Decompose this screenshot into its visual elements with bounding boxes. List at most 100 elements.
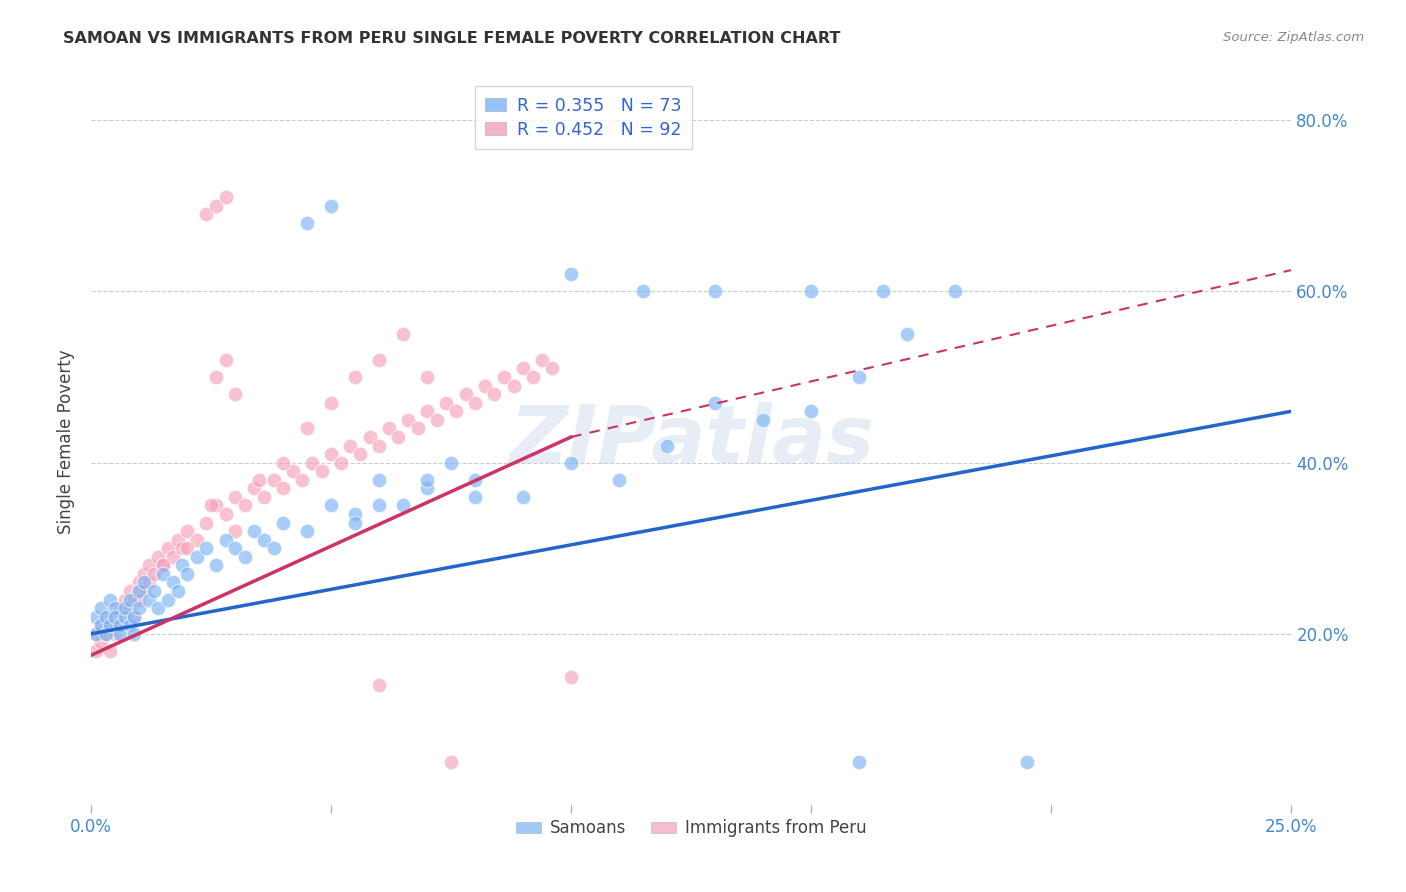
Point: [114, 609, 136, 624]
Point: [128, 584, 150, 599]
Point: [94, 627, 117, 641]
Point: [98, 592, 121, 607]
Point: [416, 481, 439, 495]
Point: [128, 584, 150, 599]
Point: [90, 618, 112, 632]
Point: [233, 499, 256, 513]
Point: [138, 558, 160, 573]
Point: [114, 592, 136, 607]
Point: [560, 670, 582, 684]
Point: [263, 473, 285, 487]
Point: [195, 516, 218, 530]
Point: [704, 395, 727, 409]
Point: [344, 516, 367, 530]
Point: [108, 618, 131, 632]
Point: [214, 190, 236, 204]
Point: [124, 592, 146, 607]
Point: [271, 456, 294, 470]
Point: [464, 473, 486, 487]
Point: [633, 285, 655, 299]
Point: [368, 438, 391, 452]
Point: [98, 618, 121, 632]
Point: [474, 378, 496, 392]
Point: [392, 499, 415, 513]
Point: [176, 566, 198, 581]
Point: [118, 584, 141, 599]
Point: [124, 627, 146, 641]
Point: [98, 618, 121, 632]
Point: [464, 490, 486, 504]
Point: [416, 370, 439, 384]
Point: [368, 678, 391, 692]
Point: [444, 404, 467, 418]
Point: [224, 490, 246, 504]
Point: [560, 268, 582, 282]
Point: [84, 609, 107, 624]
Point: [378, 421, 401, 435]
Point: [124, 609, 146, 624]
Point: [512, 361, 534, 376]
Point: [138, 592, 160, 607]
Y-axis label: Single Female Poverty: Single Female Poverty: [58, 349, 75, 533]
Point: [522, 370, 544, 384]
Point: [295, 421, 318, 435]
Point: [263, 541, 285, 556]
Point: [368, 352, 391, 367]
Text: Source: ZipAtlas.com: Source: ZipAtlas.com: [1223, 31, 1364, 45]
Point: [440, 755, 463, 769]
Point: [752, 413, 775, 427]
Point: [416, 473, 439, 487]
Point: [253, 533, 276, 547]
Point: [90, 601, 112, 615]
Point: [128, 575, 150, 590]
Point: [186, 533, 208, 547]
Point: [943, 285, 966, 299]
Point: [124, 609, 146, 624]
Point: [243, 481, 266, 495]
Point: [152, 566, 174, 581]
Point: [132, 566, 155, 581]
Point: [253, 490, 276, 504]
Point: [560, 456, 582, 470]
Point: [243, 524, 266, 538]
Point: [172, 541, 194, 556]
Point: [368, 473, 391, 487]
Point: [321, 447, 343, 461]
Point: [321, 395, 343, 409]
Point: [464, 395, 486, 409]
Point: [848, 755, 870, 769]
Point: [387, 430, 409, 444]
Point: [166, 533, 188, 547]
Point: [247, 473, 270, 487]
Point: [295, 216, 318, 230]
Point: [84, 644, 107, 658]
Point: [454, 387, 477, 401]
Text: ZIPatlas: ZIPatlas: [509, 402, 873, 480]
Point: [98, 644, 121, 658]
Point: [94, 609, 117, 624]
Point: [90, 635, 112, 649]
Point: [344, 370, 367, 384]
Point: [368, 499, 391, 513]
Point: [176, 524, 198, 538]
Point: [339, 438, 361, 452]
Point: [541, 361, 564, 376]
Point: [114, 601, 136, 615]
Point: [436, 395, 458, 409]
Point: [321, 199, 343, 213]
Point: [233, 549, 256, 564]
Point: [531, 352, 554, 367]
Point: [148, 549, 170, 564]
Point: [195, 541, 218, 556]
Point: [108, 627, 131, 641]
Point: [186, 549, 208, 564]
Point: [502, 378, 524, 392]
Point: [152, 558, 174, 573]
Point: [607, 473, 630, 487]
Point: [104, 601, 127, 615]
Point: [301, 456, 323, 470]
Point: [205, 558, 228, 573]
Text: SAMOAN VS IMMIGRANTS FROM PERU SINGLE FEMALE POVERTY CORRELATION CHART: SAMOAN VS IMMIGRANTS FROM PERU SINGLE FE…: [63, 31, 841, 46]
Point: [359, 430, 381, 444]
Point: [152, 558, 174, 573]
